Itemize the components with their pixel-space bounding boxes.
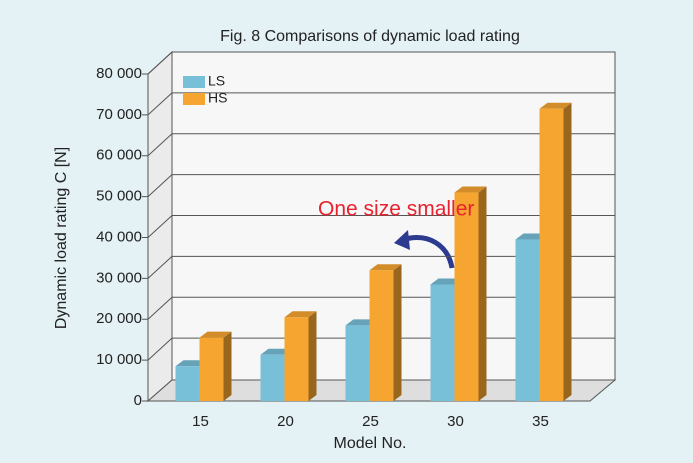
x-tick-label: 25 xyxy=(362,413,379,430)
arrow-head xyxy=(394,230,410,250)
bar-side xyxy=(563,102,572,402)
y-tick-label: 40 000 xyxy=(96,228,142,245)
bar xyxy=(369,270,394,401)
bar-top xyxy=(369,264,402,271)
y-axis-label: Dynamic load rating C [N] xyxy=(53,147,70,329)
bar-top xyxy=(454,186,487,193)
arrow xyxy=(401,235,455,269)
y-tick-label: 20 000 xyxy=(96,310,142,327)
y-tick-label: 10 000 xyxy=(96,351,142,368)
y-tick-label: 0 xyxy=(134,392,142,409)
x-tick-label: 30 xyxy=(447,413,464,430)
legend-label: LS xyxy=(208,73,225,89)
grid-line xyxy=(147,256,173,279)
y-tick-label: 80 000 xyxy=(96,65,142,82)
grid-line xyxy=(147,133,173,157)
bar-top xyxy=(199,331,232,338)
legend-swatch xyxy=(183,93,205,105)
bar xyxy=(175,366,200,401)
grid-line xyxy=(147,215,173,238)
bar-top xyxy=(539,102,572,109)
grid-line xyxy=(147,337,173,361)
y-tick-label: 50 000 xyxy=(96,188,142,205)
bar xyxy=(515,239,540,401)
bar-side xyxy=(393,264,402,401)
grid-line xyxy=(147,51,173,75)
annotation: One size smaller xyxy=(318,198,474,221)
legend-swatch xyxy=(183,76,205,88)
grid-line xyxy=(147,92,173,116)
y-tick-label: 30 000 xyxy=(96,269,142,286)
y-tick-label: 60 000 xyxy=(96,147,142,164)
x-axis-label: Model No. xyxy=(334,435,407,452)
x-tick-label: 15 xyxy=(192,413,209,430)
bar xyxy=(539,108,564,402)
bar-side xyxy=(478,186,487,401)
grid-line xyxy=(147,174,173,197)
y-tick-label: 70 000 xyxy=(96,106,142,123)
bar-top xyxy=(284,311,317,318)
bar xyxy=(430,284,455,401)
grid-line xyxy=(147,296,173,320)
x-tick-label: 20 xyxy=(277,413,294,430)
bar xyxy=(284,317,309,401)
bar xyxy=(199,337,224,401)
legend-label: HS xyxy=(208,90,227,106)
bar-side xyxy=(308,311,317,401)
bar xyxy=(260,354,285,401)
bar xyxy=(345,325,370,401)
bar xyxy=(454,192,479,401)
chart-title: Fig. 8 Comparisons of dynamic load ratin… xyxy=(220,28,520,45)
bar-side xyxy=(223,331,232,401)
x-tick-label: 35 xyxy=(532,413,549,430)
